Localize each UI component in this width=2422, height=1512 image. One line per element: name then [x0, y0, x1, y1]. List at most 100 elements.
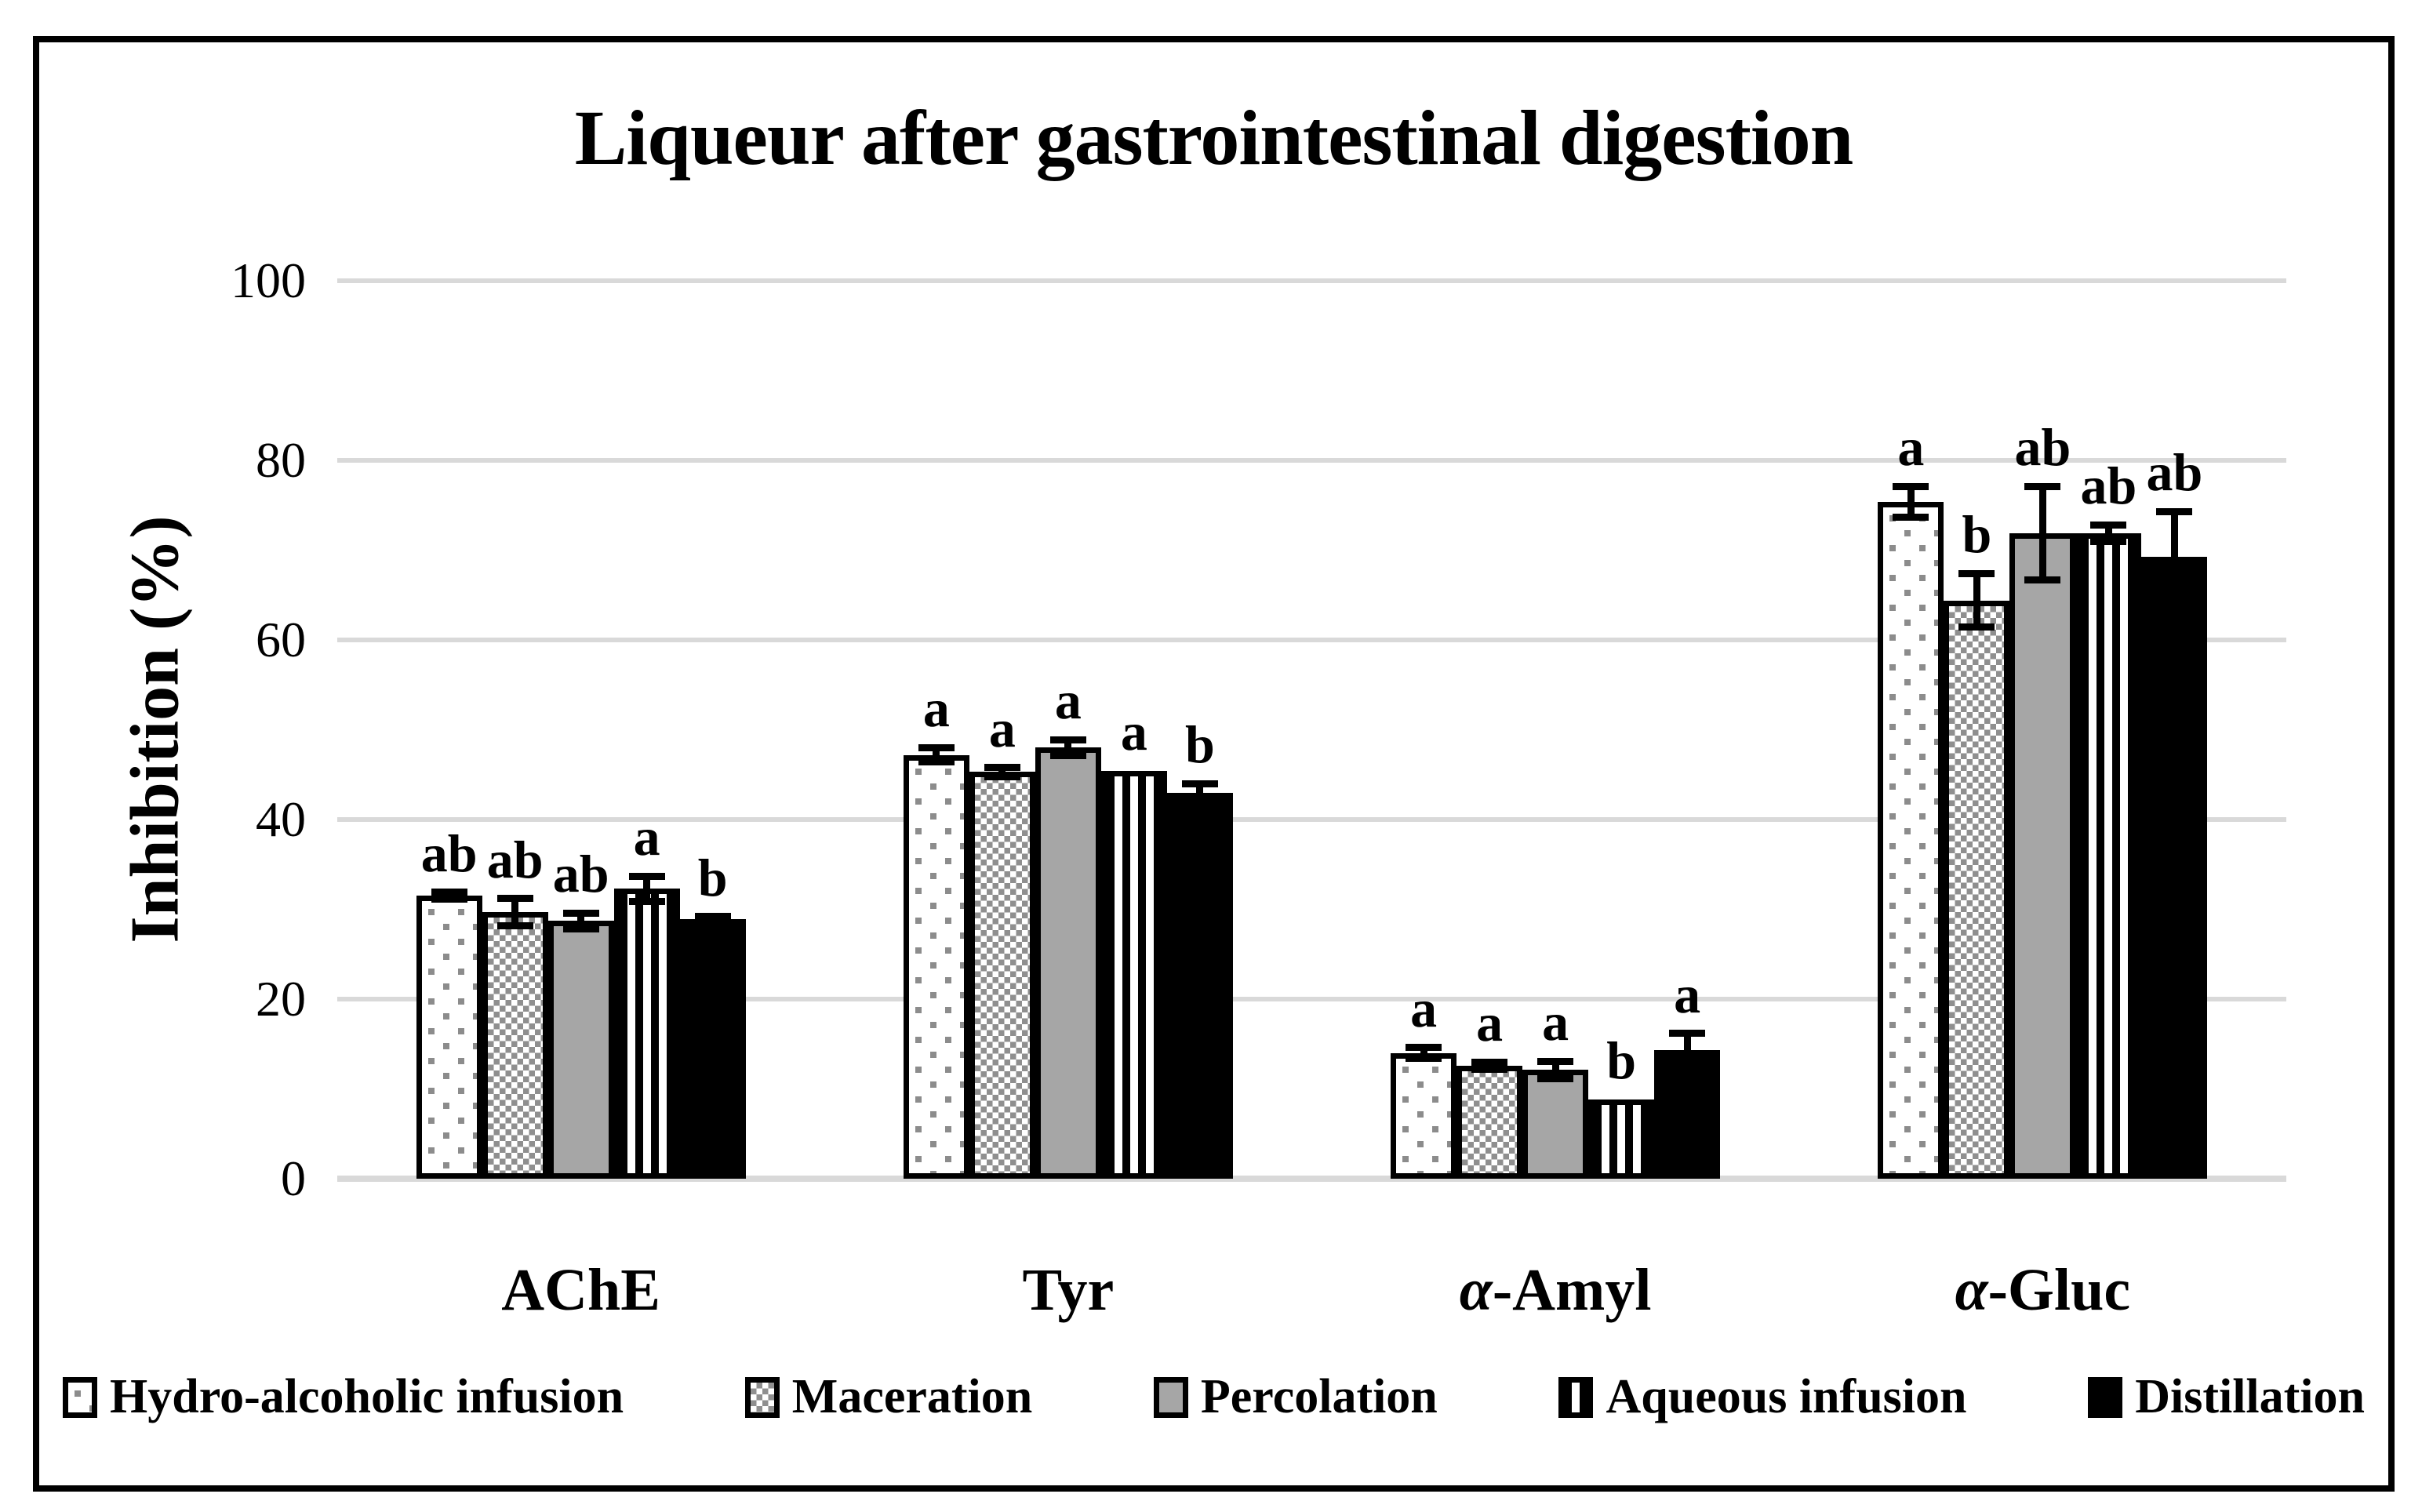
error-bar-cap-top: [2156, 507, 2193, 515]
bar: ab: [547, 846, 614, 1179]
significance-letter: a: [1054, 671, 1082, 731]
error-bar-cap-bottom: [1537, 1075, 1574, 1083]
bar: a: [1456, 995, 1523, 1179]
error-bar-cap-top: [1181, 780, 1218, 787]
error-bar: [643, 876, 651, 902]
bar: ab: [2141, 445, 2208, 1179]
error-bar-cap-bottom: [2024, 576, 2061, 583]
error-bar-cap-bottom: [694, 918, 731, 926]
error-bar-cap-bottom: [1471, 1065, 1508, 1073]
error-bar: [1907, 486, 1915, 518]
error-bar-cap-bottom: [1669, 1063, 1706, 1071]
alpha-symbol: α: [1955, 1257, 1988, 1323]
error-bar-cap-bottom: [2156, 598, 2193, 605]
category-label: α-Amyl: [1312, 1256, 1799, 1325]
y-axis-tick-labels: 0 20 40 60 80 100: [39, 253, 306, 1206]
legend: Hydro-alcoholic infusion Maceration Percol…: [63, 1369, 2365, 1425]
significance-letter: a: [1120, 702, 1147, 762]
legend-item: Hydro-alcoholic infusion: [63, 1369, 624, 1425]
category-label-text: -Amyl: [1492, 1257, 1652, 1323]
bar: a: [903, 681, 969, 1179]
error-bar: [2104, 525, 2112, 542]
figure-frame: Liqueur after gastrointestinal digestion…: [33, 36, 2395, 1492]
error-bar-cap-top: [1049, 736, 1086, 743]
y-tick-label: 80: [256, 432, 306, 488]
significance-letter: b: [697, 847, 728, 907]
significance-letter: ab: [2080, 456, 2137, 516]
significance-letter: a: [633, 807, 660, 867]
legend-label: Hydro-alcoholic infusion: [110, 1370, 624, 1423]
significance-letter: a: [922, 678, 950, 739]
bar: b: [679, 850, 746, 1179]
significance-letter: a: [1542, 992, 1569, 1052]
legend-item: Percolation: [1153, 1369, 1438, 1425]
x-axis-baseline: [337, 1176, 2286, 1182]
error-bar-cap-top: [2090, 521, 2127, 529]
error-bar-cap-top: [1406, 1044, 1442, 1052]
error-bar: [2038, 486, 2046, 580]
error-bar: [1196, 783, 1204, 802]
error-bar-cap-top: [1669, 1030, 1706, 1038]
x-axis-category-labels: AChE Tyr α-Amyl α-Gluc: [337, 1256, 2286, 1325]
error-bar-cap-bottom: [918, 758, 955, 766]
bar: a: [1878, 420, 1944, 1179]
significance-letter: ab: [2014, 417, 2071, 478]
legend-item: Aqueous infusion: [1558, 1369, 1967, 1425]
error-bar-cap-top: [2024, 482, 2061, 490]
gridline: [337, 997, 2286, 1001]
bar: ab: [416, 826, 482, 1179]
legend-swatch-dot-icon: [63, 1376, 97, 1418]
error-bar-cap-top: [496, 895, 533, 903]
error-bar-cap-bottom: [431, 896, 467, 903]
category-label: Tyr: [1022, 1257, 1115, 1323]
bar: ab: [482, 832, 548, 1179]
error-bar: [1683, 1033, 1691, 1068]
error-bar-cap-bottom: [496, 921, 533, 929]
legend-swatch-check-icon: [744, 1376, 780, 1418]
error-bar: [511, 898, 519, 926]
bar: a: [1100, 704, 1167, 1179]
category-label: AChE: [501, 1257, 660, 1323]
legend-item: Maceration: [744, 1369, 1033, 1425]
error-bar: [1420, 1047, 1427, 1059]
error-bar-cap-top: [984, 764, 1020, 772]
legend-label: Distillation: [2135, 1370, 2365, 1423]
legend-swatch-black-icon: [2088, 1376, 2123, 1418]
significance-letter: ab: [420, 823, 478, 883]
bar-group-AChE: ab ab ab a b: [337, 281, 824, 1179]
error-bar-cap-bottom: [562, 925, 599, 933]
category-label: α-Gluc: [1799, 1256, 2286, 1325]
bar: a: [1035, 673, 1101, 1179]
error-bar: [577, 913, 585, 929]
error-bar-cap-bottom: [628, 897, 665, 905]
chart-title: Liqueur after gastrointestinal digestion: [574, 94, 1854, 181]
significance-letter: b: [1184, 714, 1215, 775]
bar-groups: ab ab ab a b a a a a b a a a b a a b ab ab ab: [337, 281, 2286, 1179]
bar: b: [1944, 507, 2010, 1179]
error-bar-cap-bottom: [2090, 537, 2127, 545]
significance-letter: ab: [486, 829, 544, 889]
y-tick-label: 0: [281, 1150, 306, 1206]
y-tick-label: 60: [256, 612, 306, 667]
y-tick-label: 20: [256, 971, 306, 1027]
significance-letter: a: [1476, 993, 1504, 1053]
y-tick-label: 40: [256, 791, 306, 847]
alpha-symbol: α: [1459, 1257, 1493, 1323]
legend-label: Percolation: [1200, 1370, 1438, 1423]
legend-label: Aqueous infusion: [1606, 1370, 1967, 1423]
error-bar: [933, 747, 940, 762]
significance-letter: b: [1962, 504, 1992, 565]
significance-letter: a: [1897, 417, 1925, 478]
significance-letter: a: [1410, 978, 1438, 1038]
error-bar: [445, 892, 453, 900]
bar: ab: [2009, 420, 2076, 1179]
error-bar-cap-bottom: [1893, 513, 1929, 521]
bar: a: [1654, 967, 1721, 1179]
significance-letter: b: [1606, 1030, 1637, 1091]
bar: a: [613, 809, 680, 1179]
error-bar-cap-bottom: [984, 772, 1020, 780]
category-label-text: -Gluc: [1987, 1257, 2131, 1323]
legend-label: Maceration: [791, 1370, 1033, 1423]
